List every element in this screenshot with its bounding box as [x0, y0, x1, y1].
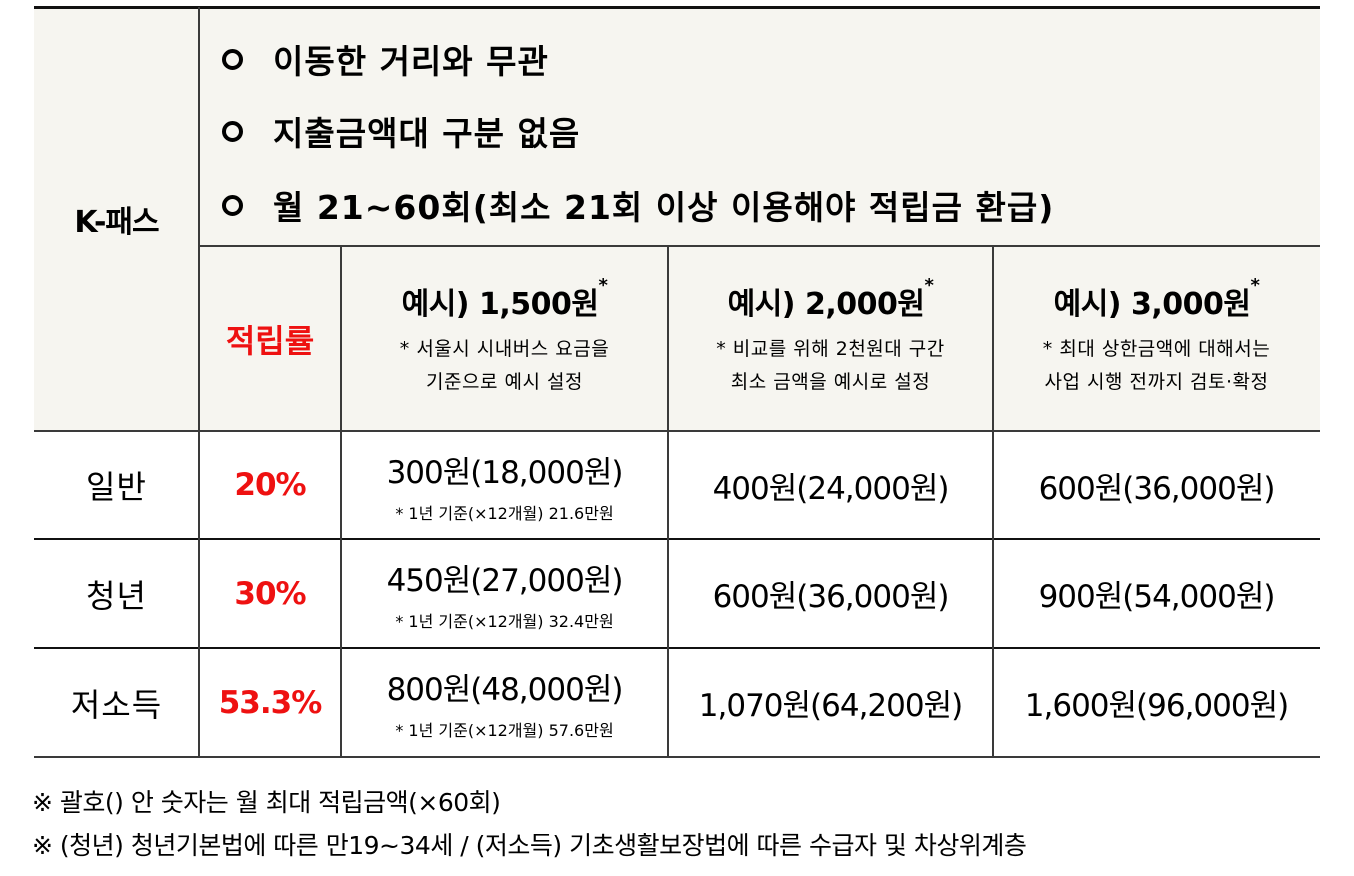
example-title: 예시) 1,500원*: [401, 274, 608, 322]
amount-cell: 450원(27,000원) * 1년 기준(×12개월) 32.4만원: [386, 563, 624, 631]
amount-cell: 800원(48,000원) * 1년 기준(×12개월) 57.6만원: [386, 672, 624, 740]
circle-bullet-icon: [222, 194, 243, 216]
example-note: * 서울시 시내버스 요금을 기준으로 예시 설정: [399, 337, 610, 393]
program-label-cell: K-패스: [34, 7, 199, 431]
feature-list: 이동한 거리와 무관 지출금액대 구분 없음 월 21~60회(최소 21회 이…: [200, 7, 1320, 246]
footnote: ※ (청년) 청년기본법에 따른 만19~34세 / (저소득) 기초생활보장법…: [32, 831, 1027, 860]
divider: [34, 430, 1320, 432]
example-note: * 비교를 위해 2천원대 구간 최소 금액을 예시로 설정: [716, 337, 945, 393]
divider: [34, 647, 1320, 649]
circle-bullet-icon: [222, 120, 243, 142]
row-label-youth: 청년: [86, 576, 147, 615]
divider: [34, 538, 1320, 540]
example-title: 예시) 3,000원*: [1053, 274, 1260, 322]
example-header-3000: 예시) 3,000원* * 최대 상한금액에 대해서는 사업 시행 전까지 검토·…: [993, 246, 1320, 431]
example-header-2000: 예시) 2,000원* * 비교를 위해 2천원대 구간 최소 금액을 예시로 설…: [668, 246, 993, 431]
amount-cell: 600원(36,000원): [712, 579, 950, 615]
table-bottom-border: [34, 756, 1320, 758]
feature-item: 이동한 거리와 무관: [222, 35, 549, 83]
amount-cell: 900원(54,000원): [1038, 579, 1276, 615]
header-background: [34, 7, 1320, 431]
rate-low-income: 53.3%: [218, 684, 323, 721]
amount-cell: 400원(24,000원): [712, 470, 950, 507]
rate-header: 적립률: [225, 321, 315, 360]
row-label-low-income: 저소득: [70, 685, 163, 724]
example-header-1500: 예시) 1,500원* * 서울시 시내버스 요금을 기준으로 예시 설정: [341, 246, 668, 431]
feature-text: 월 21~60회(최소 21회 이상 이용해야 적립금 환급): [273, 188, 1055, 227]
feature-text: 지출금액대 구분 없음: [273, 114, 581, 153]
example-note: * 최대 상한금액에 대해서는 사업 시행 전까지 검토·확정: [1042, 337, 1271, 393]
feature-text: 이동한 거리와 무관: [273, 42, 549, 81]
program-label: K-패스: [74, 205, 159, 240]
k-pass-table: K-패스 이동한 거리와 무관 지출금액대 구분 없음 월 21~60회(최소 …: [34, 6, 1320, 758]
amount-cell: 1,070원(64,200원): [698, 688, 963, 724]
rate-header-cell: 적립률: [199, 246, 341, 431]
example-title: 예시) 2,000원*: [727, 274, 934, 322]
table-top-border: [34, 6, 1320, 9]
amount-cell: 300원(18,000원) * 1년 기준(×12개월) 21.6만원: [386, 454, 624, 523]
footnote: ※ 괄호() 안 숫자는 월 최대 적립금액(×60회): [32, 788, 501, 817]
divider: [340, 246, 342, 757]
divider: [667, 246, 669, 757]
amount-cell: 1,600원(96,000원): [1024, 688, 1289, 724]
row-label-general: 일반: [86, 468, 147, 506]
rate-youth: 30%: [234, 575, 306, 612]
feature-item: 월 21~60회(최소 21회 이상 이용해야 적립금 환급): [222, 181, 1054, 229]
divider: [198, 7, 200, 757]
circle-bullet-icon: [222, 48, 243, 70]
amount-cell: 600원(36,000원): [1038, 470, 1276, 507]
divider: [199, 245, 1320, 247]
rate-general: 20%: [234, 467, 306, 503]
divider: [992, 246, 994, 757]
feature-item: 지출금액대 구분 없음: [222, 107, 580, 155]
